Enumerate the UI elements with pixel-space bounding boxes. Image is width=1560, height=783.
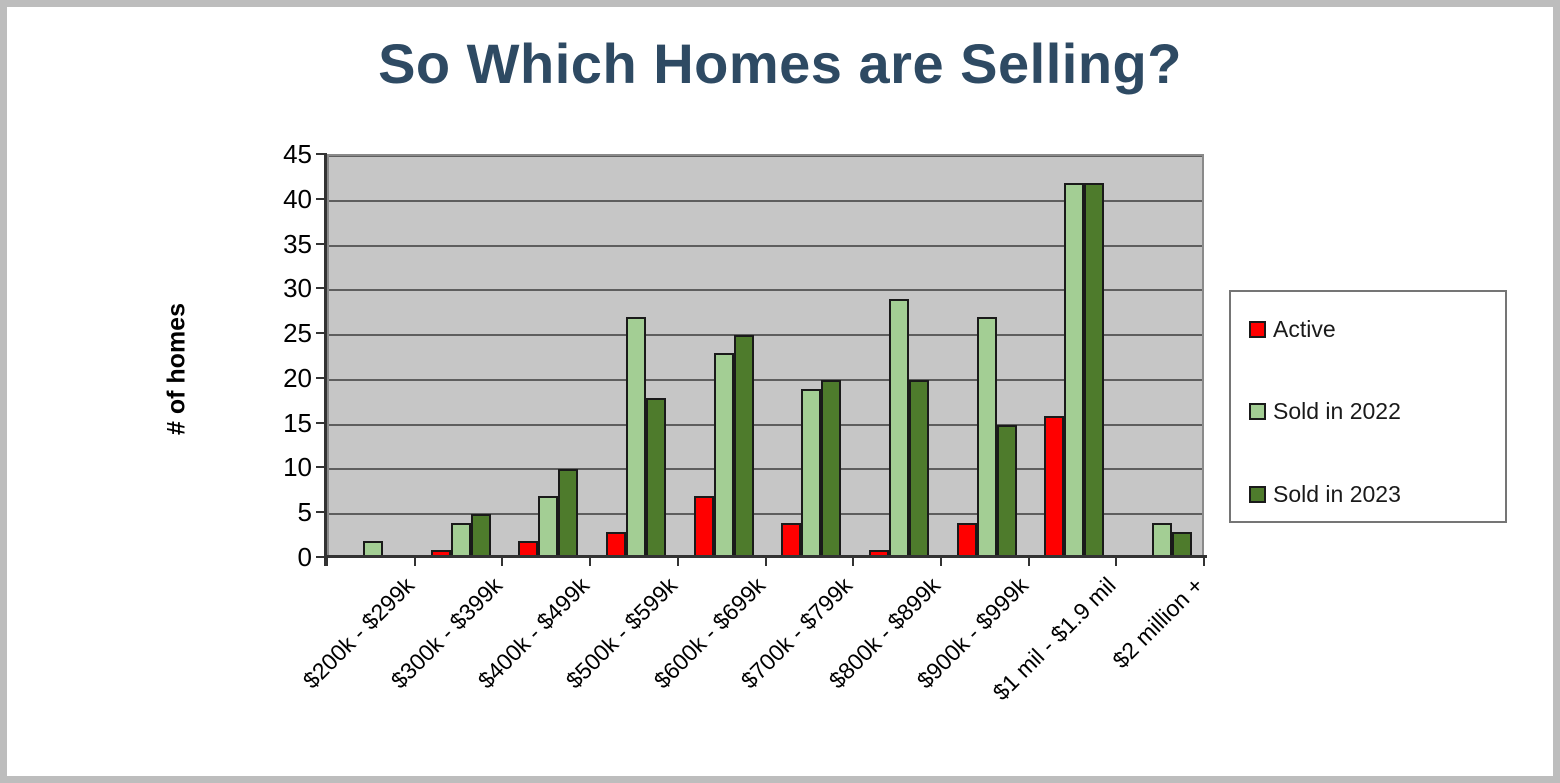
x-axis-line [324,555,1207,558]
gridline [329,423,1202,426]
y-tick [316,556,326,558]
legend-swatch-sold-2022 [1249,403,1266,420]
bar-sold-in-2023-7 [996,424,1017,555]
x-tick [676,557,679,566]
bar-sold-in-2022-4 [713,353,734,555]
gridline [329,334,1202,337]
legend-swatch-sold-2023 [1249,486,1266,503]
y-tick-label: 40 [283,183,312,214]
y-tick-label: 25 [283,318,312,349]
y-tick-label: 10 [283,452,312,483]
legend-label-sold-2022: Sold in 2022 [1273,398,1401,424]
bar-sold-in-2022-1 [450,523,471,555]
x-tick [1115,557,1118,566]
y-tick-label: 30 [283,273,312,304]
y-tick-label: 45 [283,139,312,169]
y-axis-title: # of homes [162,303,191,435]
x-tick [326,557,328,566]
y-tick [316,421,326,424]
x-tick [939,557,942,566]
plot-area [327,154,1204,557]
legend-label-sold-2023: Sold in 2023 [1273,481,1401,507]
legend-item-sold-2022: Sold in 2022 [1249,398,1401,425]
y-tick-label: 35 [283,228,312,259]
x-tick [1203,557,1205,566]
gridline [329,289,1202,292]
bar-sold-in-2023-2 [558,469,579,555]
bar-sold-in-2023-9 [1172,532,1193,555]
chart-title: So Which Homes are Selling? [378,32,1182,95]
y-tick [316,287,326,290]
bar-active-6 [869,550,890,555]
y-tick [316,332,326,335]
bar-sold-in-2023-8 [1084,182,1105,555]
bar-active-3 [605,532,626,555]
bar-active-1 [430,550,451,555]
legend-label-active: Active [1273,316,1336,342]
bar-sold-in-2022-3 [625,317,646,555]
gridline [329,513,1202,516]
bar-active-4 [693,496,714,555]
bar-sold-in-2023-4 [733,335,754,555]
y-tick-label: 0 [297,542,312,572]
bar-sold-in-2022-5 [801,388,822,555]
legend-item-active: Active [1249,316,1336,343]
bar-active-2 [518,541,539,555]
legend: Active Sold in 2022 Sold in 2023 [1229,290,1507,523]
legend-item-sold-2023: Sold in 2023 [1249,481,1401,508]
y-tick [316,197,326,200]
bar-sold-in-2022-7 [976,317,997,555]
gridline [329,199,1202,202]
x-tick [764,557,767,566]
bar-sold-in-2022-9 [1152,523,1173,555]
y-axis-line [324,153,327,566]
bar-active-8 [1044,415,1065,555]
x-tick [501,557,504,566]
bar-active-7 [956,523,977,555]
x-tick [589,557,592,566]
chart: # of homes Active Sold in 2022 Sold in 2… [7,7,1553,776]
gridline [329,378,1202,381]
y-tick [316,376,326,379]
y-tick [316,466,326,469]
y-tick-label: 20 [283,362,312,393]
y-tick-label: 15 [283,407,312,438]
x-tick [413,557,416,566]
bar-sold-in-2023-5 [821,379,842,555]
bar-sold-in-2022-0 [362,541,383,555]
bar-sold-in-2022-2 [538,496,559,555]
x-tick [1027,557,1030,566]
y-tick [316,511,326,514]
bar-sold-in-2022-6 [889,299,910,555]
gridline [329,244,1202,247]
y-tick [316,153,326,155]
bar-sold-in-2023-6 [909,379,930,555]
y-tick [316,242,326,245]
bar-sold-in-2023-1 [470,514,491,555]
y-tick-label: 5 [297,497,312,528]
bar-sold-in-2023-3 [645,397,666,555]
legend-swatch-active [1249,321,1266,338]
gridline [329,156,1202,157]
bar-sold-in-2022-8 [1064,182,1085,555]
gridline [329,468,1202,471]
bar-active-5 [781,523,802,555]
x-tick [852,557,855,566]
